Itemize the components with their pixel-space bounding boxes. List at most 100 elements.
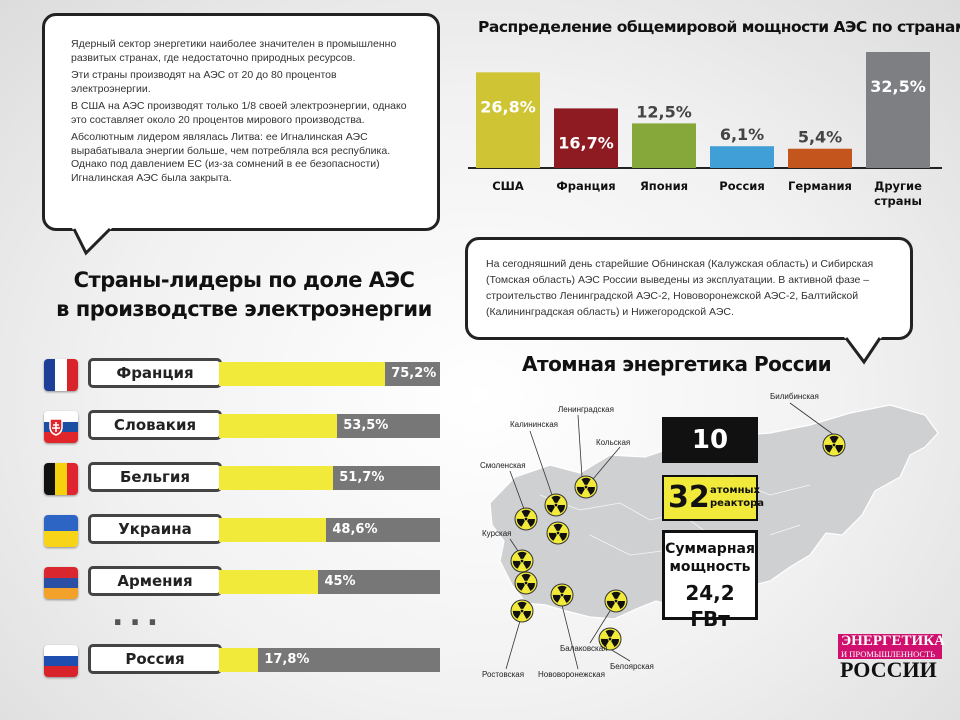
logo-line: РОССИИ [840, 657, 937, 682]
radiation-icon [822, 433, 846, 457]
power-value: 24,2 ГВт [685, 581, 735, 631]
info-bubble-russia: На сегодняшний день старейшие Обнинская … [465, 237, 913, 340]
leader-row-belgium: Бельгия 51,7% [44, 462, 440, 496]
radiation-icon [604, 589, 628, 613]
leader-bar [219, 570, 319, 594]
plant-label: Билибинская [770, 392, 819, 401]
world-value-label: 32,5% [870, 77, 926, 96]
map-labels: Билибинская Ленинградская Калининская Ко… [480, 392, 819, 679]
flag-icon [44, 463, 78, 495]
plant-leader-line [789, 402, 835, 436]
leaders-title: Страны-лидеры по доле АЭС в производстве… [44, 266, 444, 324]
bubble-tail [72, 227, 112, 256]
plant-leader-line [609, 648, 631, 662]
leader-value: 45% [324, 574, 356, 589]
leader-value: 51,7% [339, 470, 385, 485]
reactors-box: 32 атомных реактора [662, 475, 764, 521]
radiation-icon [544, 493, 568, 517]
world-value-label: 5,4% [798, 128, 842, 147]
world-bar [788, 148, 852, 168]
plant-leader-line [505, 620, 521, 670]
leader-track [219, 414, 440, 438]
plant-label: Кольская [596, 438, 630, 447]
leader-row-armenia: Армения 45% [44, 566, 440, 600]
bubble-tail [844, 337, 882, 365]
magazine-logo: ЭНЕРГЕТИКА И ПРОМЫШЛЕННОСТЬ РОССИИ [838, 634, 945, 682]
flag-icon [44, 359, 78, 391]
world-category-label: США [492, 179, 524, 193]
plant-leader-line [561, 604, 579, 670]
radiation-icon [510, 549, 534, 573]
leader-value: 17,8% [264, 652, 310, 667]
country-label: Франция [88, 358, 222, 388]
radiation-icon [574, 475, 598, 499]
info-bubble-top: Ядерный сектор энергетики наиболее значи… [42, 13, 440, 231]
plant-label: Ростовская [482, 670, 524, 679]
plant-label: Ленинградская [558, 405, 614, 414]
world-value-label: 12,5% [636, 102, 692, 121]
world-value-label: 16,7% [558, 133, 614, 152]
power-label: мощность [669, 559, 751, 575]
logo-line: И ПРОМЫШЛЕННОСТЬ [838, 649, 942, 659]
leader-track [219, 362, 440, 386]
country-label: Словакия [88, 410, 222, 440]
plant-leader-line [529, 430, 553, 496]
leader-bar [219, 414, 338, 438]
flag-icon [44, 411, 78, 443]
country-label: Армения [88, 566, 222, 596]
world-bar [866, 52, 930, 168]
plant-label: Балаковская [560, 644, 607, 653]
info-paragraph: На сегодняшний день старейшие Обнинская … [486, 258, 874, 318]
country-label: Украина [88, 514, 222, 544]
world-value-label: 6,1% [720, 125, 764, 144]
world-category-label: Другие [874, 179, 922, 193]
country-label: Россия [88, 644, 222, 674]
leader-track [219, 518, 440, 542]
world-bar [476, 72, 540, 168]
leader-bar [219, 648, 259, 672]
radiation-icon [598, 627, 622, 651]
plant-leader-line [589, 610, 611, 644]
logo-line: ЭНЕРГЕТИКА [838, 634, 945, 649]
plant-leader-line [509, 538, 519, 552]
flag-icon [44, 515, 78, 547]
info-paragraph: В США на АЭС производят только 1/8 своей… [71, 100, 407, 126]
leaders-title-line: Страны-лидеры по доле АЭС [73, 268, 415, 292]
world-value-label: 26,8% [480, 97, 536, 116]
flag-icon [44, 645, 78, 677]
reactors-label: атомных [710, 485, 760, 496]
russia-title: Атомная энергетика России [522, 352, 832, 376]
plant-leader-line [577, 414, 583, 478]
world-category-label: Россия [719, 179, 764, 193]
leader-row-ukraine: Украина 48,6% [44, 514, 440, 548]
world-chart-title: Распределение общемировой мощности АЭС п… [478, 18, 960, 36]
plant-label: Калининская [510, 420, 558, 429]
leader-value: 53,5% [343, 418, 389, 433]
plant-label: Курская [482, 529, 511, 538]
plant-leader-line [509, 470, 525, 510]
world-bar [710, 146, 774, 168]
world-category-label: страны [874, 194, 922, 208]
leader-value: 48,6% [332, 522, 378, 537]
plants-count-box: 10 АЭС [662, 417, 758, 501]
ellipsis: ... [112, 598, 165, 633]
leader-row-russia: Россия 17,8% [44, 644, 440, 678]
world-category-label: Япония [640, 179, 688, 193]
leader-row-slovakia: Словакия 53,5% [44, 410, 440, 444]
leader-track [219, 466, 440, 490]
plant-label: Белоярская [610, 662, 654, 671]
leader-track [219, 570, 440, 594]
world-category-label: Франция [556, 179, 615, 193]
info-paragraph: Абсолютным лидером являлась Литва: ее Иг… [71, 131, 391, 184]
world-bar [554, 108, 618, 168]
leader-bar [219, 466, 334, 490]
reactors-number: 32 [668, 480, 710, 515]
reactors-label: реактора [710, 498, 765, 509]
flag-icon [44, 567, 78, 599]
leader-bar [219, 362, 386, 386]
radiation-icon [546, 521, 570, 545]
world-category-label: Германия [788, 179, 852, 193]
world-capacity-chart: 26,8% США 16,7% Франция 12,5% Япония 6,1% Росси… [468, 52, 942, 208]
radiation-icon [550, 583, 574, 607]
radiation-icon [510, 599, 534, 623]
